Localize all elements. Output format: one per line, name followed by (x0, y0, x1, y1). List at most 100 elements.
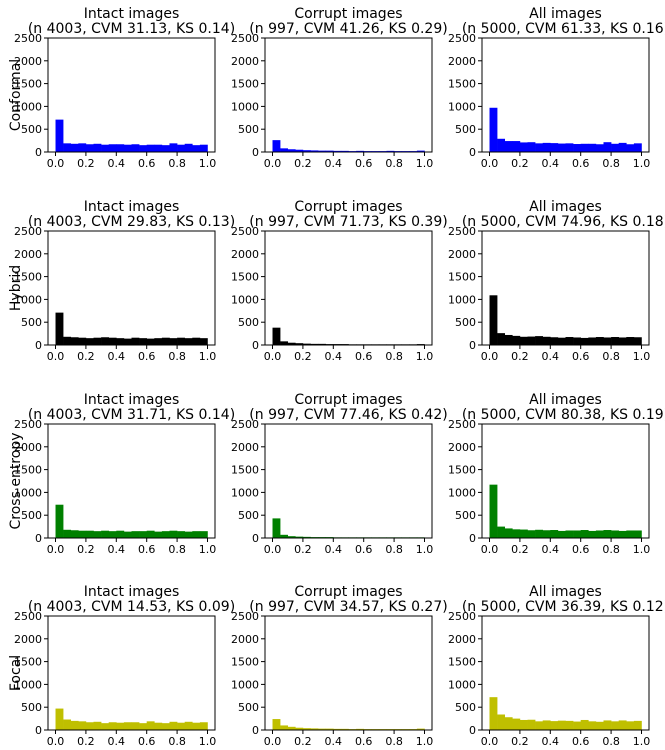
histogram-bar (161, 723, 170, 730)
histogram-bar (272, 327, 281, 345)
histogram-bar (497, 714, 506, 730)
histogram-bar (287, 536, 296, 538)
x-tick-label: 0.6 (572, 157, 590, 170)
histogram-bar (527, 530, 536, 538)
y-tick-label: 2500 (14, 225, 42, 238)
y-tick-label: 1500 (448, 78, 476, 91)
y-tick-label: 1000 (14, 100, 42, 113)
x-tick-label: 0.6 (138, 350, 156, 363)
panel-subtitle: (n 5000, CVM 36.39, KS 0.12) (462, 599, 665, 615)
histogram-bar (573, 144, 581, 152)
y-tick-label: 1500 (14, 656, 42, 669)
y-tick-label: 1000 (448, 293, 476, 306)
histogram-bar (489, 295, 498, 345)
y-tick-label: 1000 (14, 293, 42, 306)
x-tick-label: 0.8 (602, 543, 620, 556)
histogram-bar (287, 342, 296, 345)
axes-frame (481, 423, 650, 539)
histogram-bar (199, 338, 208, 345)
histogram-bar (63, 336, 72, 345)
x-tick-label: 0.0 (481, 735, 499, 748)
histogram-bar (535, 529, 544, 538)
histogram-bar (565, 143, 574, 152)
histogram-panel: All images(n 5000, CVM 74.96, KS 0.18) 0 5… (448, 199, 665, 363)
x-tick-label: 0.2 (294, 543, 312, 556)
histogram-bar (611, 530, 619, 538)
histogram-panel: Intact images(n 4003, CVM 14.53, KS 0.09… (14, 584, 235, 748)
x-tick-label: 0.8 (602, 735, 620, 748)
histogram-bar (626, 530, 635, 538)
y-tick-label: 1000 (231, 293, 259, 306)
histogram-bar (280, 341, 289, 345)
histogram-panel: Intact images(n 4003, CVM 31.13, KS 0.14… (14, 6, 235, 170)
y-tick-label: 500 (455, 509, 476, 522)
panel-title: Intact images (84, 392, 180, 408)
histogram-bar (139, 531, 147, 538)
x-tick-label: 1.0 (633, 350, 651, 363)
x-tick-label: 0.2 (511, 735, 529, 748)
histogram-bar (146, 338, 155, 345)
histogram-bar (588, 721, 597, 730)
histogram-bar (557, 143, 566, 152)
histogram-bar (550, 530, 559, 538)
histogram-bar (272, 140, 281, 152)
x-tick-label: 1.0 (199, 735, 217, 748)
row-label: Hybrid (8, 265, 24, 311)
x-tick-label: 1.0 (633, 157, 651, 170)
histogram-bar (611, 143, 619, 152)
x-tick-label: 0.6 (138, 735, 156, 748)
x-tick-label: 1.0 (199, 543, 217, 556)
histogram-bar (199, 722, 208, 730)
histogram-bar (356, 150, 364, 152)
histogram-bar (618, 337, 627, 345)
y-tick-label: 2000 (231, 633, 259, 646)
x-tick-label: 0.0 (47, 543, 65, 556)
x-tick-label: 0.2 (294, 157, 312, 170)
axes-frame (264, 615, 433, 731)
histogram-bar (633, 720, 642, 730)
histogram-bar (93, 531, 102, 538)
histogram-bar (325, 150, 334, 152)
histogram-bar (146, 530, 155, 538)
histogram-bar (557, 530, 566, 538)
panel-subtitle: (n 4003, CVM 31.13, KS 0.14) (28, 21, 235, 37)
y-tick-label: 1000 (231, 486, 259, 499)
histogram-bar (280, 725, 289, 730)
histogram-bar (550, 721, 559, 730)
histogram-bar (603, 142, 612, 152)
histogram-bar (70, 337, 79, 345)
x-tick-label: 0.2 (77, 735, 95, 748)
histogram-bar (123, 338, 132, 345)
histogram-bar (63, 529, 72, 538)
histogram-bar (302, 536, 311, 538)
x-tick-label: 1.0 (416, 157, 434, 170)
histogram-bar (325, 728, 334, 730)
histogram-bar (139, 145, 147, 152)
panel-subtitle: (n 997, CVM 34.57, KS 0.27) (249, 599, 447, 615)
y-tick-label: 500 (455, 123, 476, 136)
histogram-bar (55, 504, 64, 538)
histogram-bar (116, 338, 125, 345)
histogram-bar (318, 343, 327, 345)
histogram-bar (63, 719, 72, 730)
histogram-panel: All images(n 5000, CVM 61.33, KS 0.16) 0 5… (448, 6, 665, 170)
histogram-bar (618, 530, 627, 538)
histogram-bar (356, 728, 364, 730)
x-tick-label: 0.8 (385, 350, 403, 363)
x-tick-label: 1.0 (633, 543, 651, 556)
histogram-bar (626, 337, 635, 345)
y-tick-label: 0 (469, 724, 476, 737)
histogram-bar (146, 144, 155, 152)
histogram-bar (139, 338, 147, 345)
histogram-bar (161, 531, 170, 538)
histogram-bar (108, 337, 117, 345)
histogram-panel: Corrupt images(n 997, CVM 41.26, KS 0.29… (231, 6, 448, 170)
y-tick-label: 0 (252, 146, 259, 159)
y-tick-label: 0 (252, 339, 259, 352)
histogram-bar (633, 530, 642, 538)
histogram-bar (565, 530, 574, 538)
histogram-bar (139, 723, 147, 730)
histogram-bar (146, 721, 155, 730)
y-tick-label: 500 (238, 316, 259, 329)
histogram-bar (295, 149, 304, 152)
